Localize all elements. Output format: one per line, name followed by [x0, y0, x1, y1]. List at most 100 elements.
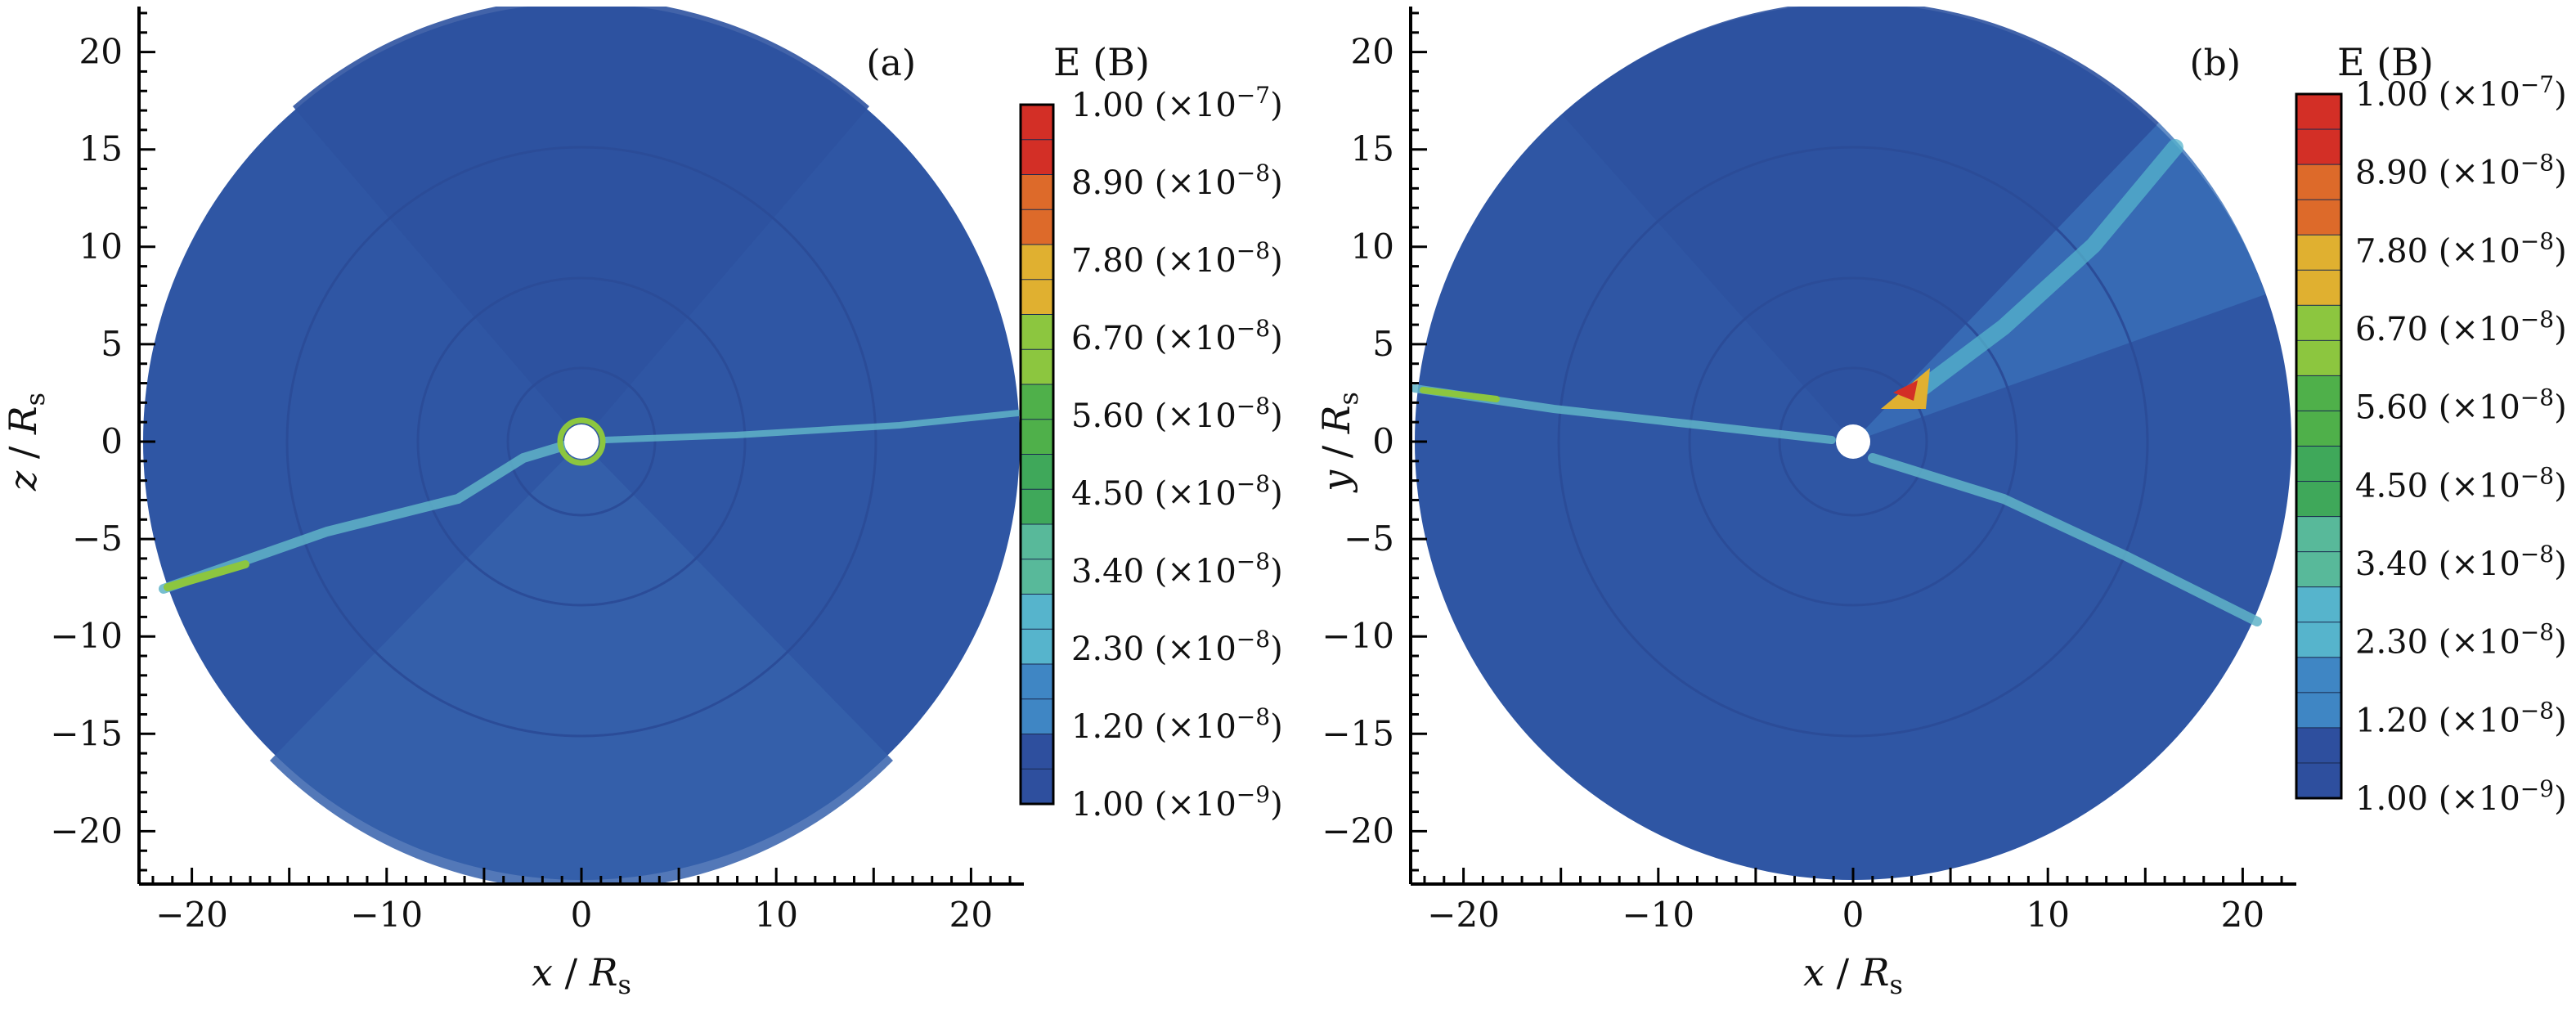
- b-y-tick-label: −15: [1322, 713, 1394, 753]
- panel-b-ylabel-sub: s: [1333, 392, 1364, 405]
- panel-b-xlabel-var: x: [1803, 950, 1824, 994]
- b-colorbar-band: [2296, 481, 2342, 518]
- a-y-tick-label: 15: [79, 129, 123, 169]
- panel-a-center-ring: [557, 417, 606, 466]
- panel-b-streak-lower-right: [1868, 453, 2262, 626]
- panel-b-inner-hole: [1836, 424, 1870, 459]
- panel-a-xlabel-unit: R: [589, 950, 618, 994]
- a-colorbar-band: [1020, 348, 1054, 385]
- a-colorbar-label: 1.20 (×10−8): [1071, 703, 1283, 746]
- b-y-tick-label: −20: [1322, 810, 1394, 851]
- panel-a-streak-left: [159, 441, 569, 594]
- panel-a-xlabel-sep: /: [553, 950, 590, 994]
- b-colorbar-label: 7.80 (×10−8): [2355, 227, 2567, 270]
- b-y-tick-label: 0: [1372, 421, 1394, 461]
- a-colorbar-band: [1020, 419, 1054, 456]
- panel-a-ring-1: [285, 146, 877, 738]
- b-colorbar-band: [2296, 762, 2342, 800]
- panel-a-label: (a): [866, 43, 916, 84]
- a-y-tick-label: −15: [50, 713, 123, 753]
- panel-b-plot-area: [1411, 7, 2291, 880]
- panel-b-streak-left-core: [1420, 387, 1500, 402]
- a-colorbar-band: [1020, 244, 1054, 281]
- b-y-tick-label: 20: [1351, 32, 1394, 72]
- a-colorbar-label: 2.30 (×10−8): [1071, 626, 1283, 668]
- panel-a-plot-area: [143, 7, 1021, 884]
- panel-a-streak-right: [602, 410, 1021, 443]
- panel-a-xlabel-var: x: [532, 950, 553, 994]
- a-colorbar-band: [1020, 488, 1054, 525]
- panel-a-inner-hole: [564, 424, 599, 459]
- b-colorbar-label: 1.00 (×10−7): [2355, 71, 2567, 114]
- a-colorbar-band: [1020, 594, 1054, 631]
- panel-a-x-ticks: −20 −10 0 10 20: [151, 868, 1012, 935]
- panel-a-ylabel: z / Rs: [1, 393, 51, 492]
- a-colorbar-band: [1020, 174, 1054, 211]
- a-colorbar-label: 3.40 (×10−8): [1071, 548, 1283, 590]
- a-colorbar-band: [1020, 559, 1054, 595]
- panel-b-ylabel-sep: /: [1314, 433, 1358, 470]
- panel-a-ylabel-sep: /: [1, 434, 45, 471]
- b-colorbar-band: [2296, 269, 2342, 307]
- panel-b-ring-3: [1778, 366, 1928, 517]
- a-colorbar-band: [1020, 209, 1054, 245]
- panel-b-xlabel-sub: s: [1889, 969, 1902, 1000]
- b-colorbar-band: [2296, 551, 2342, 588]
- panel-a-ring-2: [416, 276, 747, 607]
- panel-a-sector-top: [293, 7, 869, 442]
- b-y-tick-label: 5: [1372, 324, 1394, 364]
- panel-a-xlabel-sub: s: [617, 969, 631, 1000]
- panel-b-ring-2: [1688, 276, 2018, 607]
- b-colorbar-label: 2.30 (×10−8): [2355, 619, 2567, 662]
- panel-b-sector-top: [1562, 7, 2159, 442]
- a-colorbar-label: 4.50 (×10−8): [1071, 470, 1283, 513]
- b-colorbar-band: [2296, 657, 2342, 694]
- a-colorbar-band: [1020, 523, 1054, 560]
- panel-a-ylabel-sub: s: [20, 393, 51, 406]
- a-x-tick-label: 0: [571, 895, 593, 935]
- b-colorbar-band: [2296, 375, 2342, 412]
- panel-b-colorbar: 1.00 (×10−7) 8.90 (×10−8) 7.80 (×10−8) 6.70…: [2295, 71, 2567, 818]
- a-colorbar-band: [1020, 139, 1054, 176]
- panel-b-ylabel-var: y: [1314, 469, 1358, 493]
- panel-b-flare-core: [1893, 380, 1918, 401]
- b-colorbar-frame: [2295, 92, 2343, 800]
- panel-a: 20 15 10 5 0 −5 −10 −15 −20 −20 −10 0 10 20 (a) z / …: [1, 7, 1283, 1000]
- b-x-tick-label: 0: [1842, 895, 1865, 935]
- b-x-tick-label: −10: [1622, 895, 1694, 935]
- a-colorbar-band: [1020, 454, 1054, 491]
- b-colorbar-band: [2296, 199, 2342, 236]
- b-colorbar-band: [2296, 727, 2342, 764]
- panel-b-x-ticks: −20 −10 0 10 20: [1423, 868, 2283, 935]
- a-y-tick-label: −20: [50, 810, 123, 851]
- b-colorbar-band: [2296, 93, 2342, 131]
- b-colorbar-band: [2296, 516, 2342, 553]
- a-colorbar-label: 8.90 (×10−8): [1071, 159, 1283, 202]
- a-colorbar-band: [1020, 663, 1054, 700]
- a-colorbar-band: [1020, 698, 1054, 735]
- panel-b: 20 15 10 5 0 −5 −10 −15 −20 −20 −10 0 10 20 (b) y / …: [1314, 7, 2567, 1000]
- panel-a-ylabel-unit: R: [1, 406, 45, 435]
- panel-a-streak-left-core: [164, 560, 249, 591]
- a-y-tick-label: 0: [101, 421, 123, 461]
- b-y-tick-label: 10: [1351, 227, 1394, 267]
- a-colorbar-band: [1020, 314, 1054, 351]
- a-colorbar-band: [1020, 104, 1054, 141]
- panel-b-y-ticks: 20 15 10 5 0 −5 −10 −15 −20: [1322, 11, 1427, 872]
- b-colorbar-band: [2296, 164, 2342, 201]
- b-x-tick-label: 10: [2026, 895, 2069, 935]
- a-colorbar-frame: [1019, 103, 1055, 806]
- a-colorbar-label: 7.80 (×10−8): [1071, 237, 1283, 280]
- b-colorbar-band: [2296, 692, 2342, 729]
- b-colorbar-band: [2296, 586, 2342, 623]
- b-x-tick-label: −20: [1427, 895, 1500, 935]
- b-colorbar-label: 3.40 (×10−8): [2355, 541, 2567, 583]
- b-colorbar-band: [2296, 410, 2342, 447]
- panel-a-ylabel-var: z: [1, 470, 45, 492]
- panel-a-colorbar-title: E (B): [1053, 40, 1150, 84]
- a-colorbar-band: [1020, 628, 1054, 665]
- b-colorbar-band: [2296, 446, 2342, 483]
- panel-b-label: (b): [2190, 43, 2242, 84]
- a-colorbar-label: 5.60 (×10−8): [1071, 393, 1283, 435]
